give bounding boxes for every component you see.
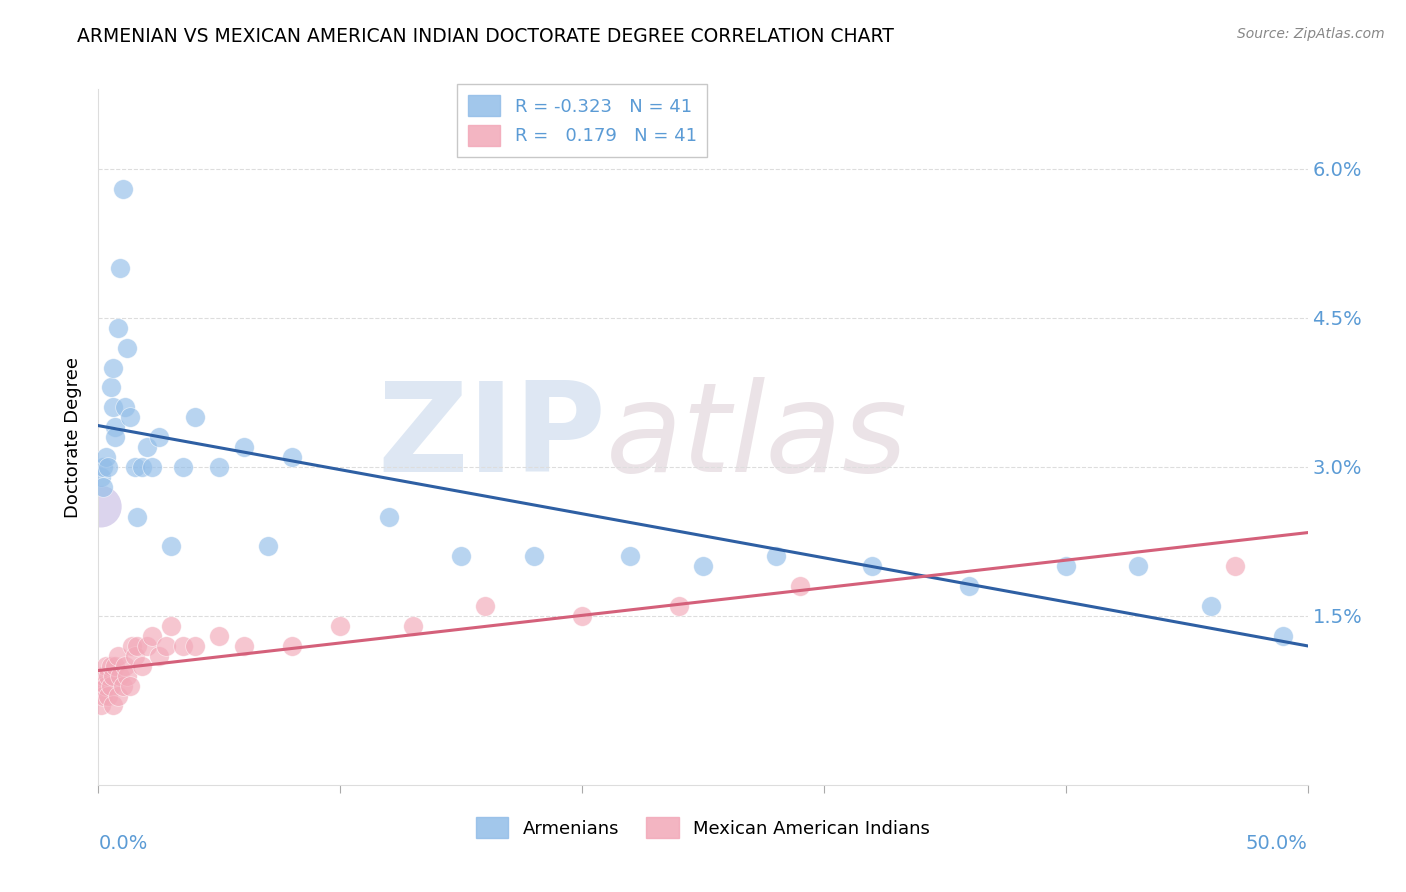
Point bbox=[118, 410, 141, 425]
Point bbox=[124, 648, 146, 663]
Point bbox=[281, 450, 304, 464]
Point bbox=[148, 430, 170, 444]
Point bbox=[135, 440, 157, 454]
Point bbox=[208, 459, 231, 474]
Point bbox=[100, 658, 122, 673]
Point bbox=[94, 658, 117, 673]
Point bbox=[1223, 559, 1246, 574]
Point bbox=[114, 658, 136, 673]
Point bbox=[523, 549, 546, 564]
Point bbox=[90, 698, 112, 713]
Point bbox=[94, 679, 117, 693]
Point bbox=[107, 320, 129, 334]
Point bbox=[208, 629, 231, 643]
Point bbox=[121, 639, 143, 653]
Point bbox=[91, 480, 114, 494]
Point bbox=[692, 559, 714, 574]
Point bbox=[1128, 559, 1150, 574]
Point bbox=[232, 440, 254, 454]
Point bbox=[124, 459, 146, 474]
Point bbox=[172, 639, 194, 653]
Point bbox=[101, 360, 124, 375]
Point bbox=[765, 549, 787, 564]
Point bbox=[571, 609, 593, 624]
Point bbox=[91, 668, 114, 682]
Text: Source: ZipAtlas.com: Source: ZipAtlas.com bbox=[1237, 27, 1385, 41]
Point bbox=[957, 579, 980, 593]
Point bbox=[94, 450, 117, 464]
Point bbox=[184, 639, 207, 653]
Point bbox=[860, 559, 883, 574]
Point bbox=[108, 261, 131, 276]
Point bbox=[232, 639, 254, 653]
Text: 50.0%: 50.0% bbox=[1246, 834, 1308, 853]
Point bbox=[377, 509, 399, 524]
Point bbox=[160, 619, 183, 633]
Point bbox=[155, 639, 177, 653]
Point bbox=[1054, 559, 1077, 574]
Text: ZIP: ZIP bbox=[378, 376, 606, 498]
Point bbox=[141, 459, 163, 474]
Point bbox=[789, 579, 811, 593]
Point bbox=[1272, 629, 1295, 643]
Point bbox=[172, 459, 194, 474]
Point bbox=[184, 410, 207, 425]
Point bbox=[97, 668, 120, 682]
Point bbox=[101, 698, 124, 713]
Point bbox=[117, 668, 139, 682]
Legend: Armenians, Mexican American Indians: Armenians, Mexican American Indians bbox=[468, 810, 938, 846]
Point bbox=[450, 549, 472, 564]
Text: ARMENIAN VS MEXICAN AMERICAN INDIAN DOCTORATE DEGREE CORRELATION CHART: ARMENIAN VS MEXICAN AMERICAN INDIAN DOCT… bbox=[77, 27, 894, 45]
Point bbox=[668, 599, 690, 613]
Point bbox=[100, 380, 122, 394]
Point bbox=[117, 341, 139, 355]
Point bbox=[135, 639, 157, 653]
Point bbox=[402, 619, 425, 633]
Point bbox=[90, 679, 112, 693]
Point bbox=[329, 619, 352, 633]
Point bbox=[114, 401, 136, 415]
Point bbox=[1199, 599, 1222, 613]
Point bbox=[107, 648, 129, 663]
Point bbox=[118, 679, 141, 693]
Text: atlas: atlas bbox=[606, 376, 908, 498]
Point bbox=[97, 689, 120, 703]
Point bbox=[90, 500, 112, 514]
Point bbox=[256, 540, 278, 554]
Point bbox=[107, 689, 129, 703]
Point bbox=[281, 639, 304, 653]
Point bbox=[111, 679, 134, 693]
Point bbox=[108, 668, 131, 682]
Point bbox=[131, 459, 153, 474]
Point bbox=[97, 459, 120, 474]
Point bbox=[104, 430, 127, 444]
Point bbox=[619, 549, 641, 564]
Point bbox=[131, 658, 153, 673]
Point bbox=[104, 420, 127, 434]
Point bbox=[141, 629, 163, 643]
Point bbox=[127, 639, 149, 653]
Point bbox=[111, 181, 134, 195]
Point bbox=[101, 668, 124, 682]
Point bbox=[104, 658, 127, 673]
Point bbox=[91, 459, 114, 474]
Point bbox=[160, 540, 183, 554]
Point bbox=[148, 648, 170, 663]
Point bbox=[474, 599, 496, 613]
Point bbox=[91, 689, 114, 703]
Y-axis label: Doctorate Degree: Doctorate Degree bbox=[65, 357, 83, 517]
Point bbox=[127, 509, 149, 524]
Point bbox=[90, 470, 112, 484]
Point bbox=[100, 679, 122, 693]
Text: 0.0%: 0.0% bbox=[98, 834, 148, 853]
Point bbox=[101, 401, 124, 415]
